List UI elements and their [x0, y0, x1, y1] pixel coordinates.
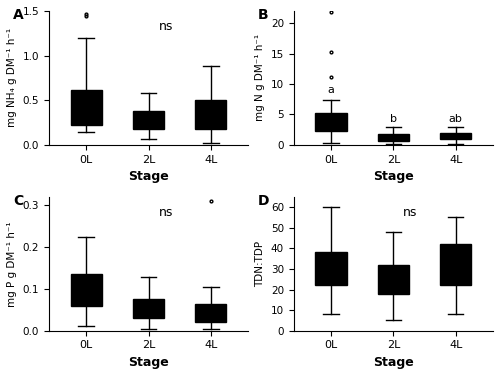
PathPatch shape	[440, 133, 471, 139]
PathPatch shape	[196, 100, 226, 129]
X-axis label: Stage: Stage	[128, 170, 169, 183]
Y-axis label: mg P g DM⁻¹ h⁻¹: mg P g DM⁻¹ h⁻¹	[7, 221, 17, 307]
Text: D: D	[258, 194, 270, 208]
Text: A: A	[13, 8, 24, 22]
PathPatch shape	[70, 89, 102, 125]
PathPatch shape	[316, 112, 346, 132]
PathPatch shape	[378, 265, 409, 294]
X-axis label: Stage: Stage	[128, 356, 169, 369]
PathPatch shape	[133, 299, 164, 318]
Y-axis label: mg N g DM⁻¹ h⁻¹: mg N g DM⁻¹ h⁻¹	[255, 34, 265, 121]
Text: ns: ns	[158, 206, 173, 219]
Y-axis label: mg NH₄ g DM⁻¹ h⁻¹: mg NH₄ g DM⁻¹ h⁻¹	[7, 28, 17, 127]
Text: B: B	[258, 8, 268, 22]
PathPatch shape	[316, 253, 346, 285]
PathPatch shape	[440, 244, 471, 285]
Text: a: a	[328, 85, 334, 95]
Y-axis label: TDN:TDP: TDN:TDP	[256, 241, 266, 287]
PathPatch shape	[196, 303, 226, 322]
Text: ns: ns	[158, 20, 173, 33]
PathPatch shape	[133, 111, 164, 129]
Text: C: C	[13, 194, 23, 208]
X-axis label: Stage: Stage	[373, 170, 414, 183]
PathPatch shape	[70, 274, 102, 306]
Text: ab: ab	[448, 114, 462, 124]
PathPatch shape	[378, 134, 409, 141]
Text: ns: ns	[404, 206, 417, 219]
Text: b: b	[390, 114, 397, 124]
X-axis label: Stage: Stage	[373, 356, 414, 369]
